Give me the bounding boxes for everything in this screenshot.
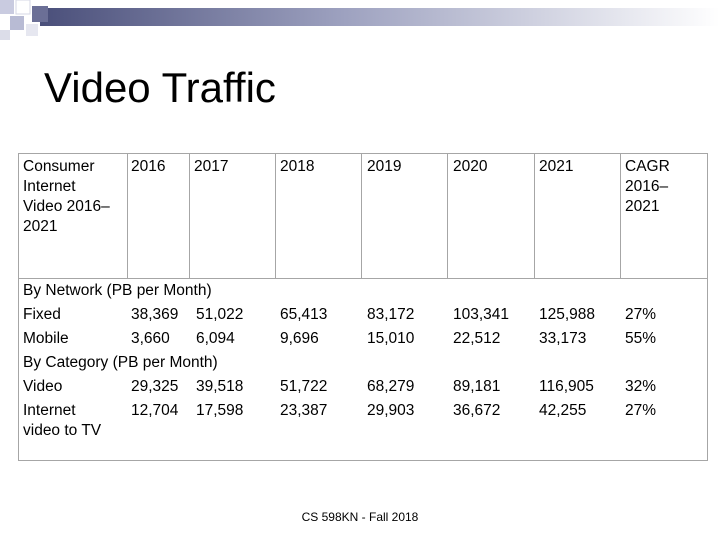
table-cell: 103,341 xyxy=(453,306,510,323)
section-heading-network: By Network (PB per Month) xyxy=(23,282,212,299)
header-cell-2020: 2020 xyxy=(453,158,488,175)
header-cell-2021: 2021 xyxy=(539,158,574,175)
table-cell: 39,518 xyxy=(196,378,244,395)
header-cell-2019: 2019 xyxy=(367,158,402,175)
table-cell: 27% xyxy=(625,402,657,419)
header-cell-cagr: CAGR 2016– 2021 xyxy=(625,158,670,215)
row-label-fixed: Fixed xyxy=(23,306,61,323)
column-divider xyxy=(361,154,362,278)
table-cell: 65,413 xyxy=(280,306,328,323)
table-cell: 6,094 xyxy=(196,330,235,347)
header-decoration xyxy=(0,0,720,40)
table-cell: 51,722 xyxy=(280,378,328,395)
column-divider xyxy=(447,154,448,278)
table-cell: 38,369 xyxy=(131,306,179,323)
video-traffic-table: Consumer Internet Video 2016– 2021 2016 … xyxy=(18,153,708,461)
row-label-mobile: Mobile xyxy=(23,330,69,347)
table-cell: 51,022 xyxy=(196,306,244,323)
table-cell: 42,255 xyxy=(539,402,587,419)
table-cell: 9,696 xyxy=(280,330,319,347)
table-cell: 22,512 xyxy=(453,330,501,347)
table-cell: 36,672 xyxy=(453,402,501,419)
column-divider xyxy=(534,154,535,278)
table-cell: 68,279 xyxy=(367,378,415,395)
header-cell-2016: 2016 xyxy=(131,158,166,175)
section-heading-category: By Category (PB per Month) xyxy=(23,354,218,371)
column-divider xyxy=(189,154,190,278)
table-cell: 17,598 xyxy=(196,402,244,419)
slide-footer: CS 598KN - Fall 2018 xyxy=(301,510,419,524)
column-divider xyxy=(275,154,276,278)
table-cell: 55% xyxy=(625,330,657,347)
header-cell-2018: 2018 xyxy=(280,158,315,175)
column-divider xyxy=(127,154,128,278)
table-cell: 32% xyxy=(625,378,657,395)
table-cell: 27% xyxy=(625,306,657,323)
table-cell: 89,181 xyxy=(453,378,501,395)
header-cell-2017: 2017 xyxy=(194,158,229,175)
table-cell: 33,173 xyxy=(539,330,587,347)
header-divider xyxy=(19,278,707,279)
table-cell: 29,903 xyxy=(367,402,415,419)
table-cell: 3,660 xyxy=(131,330,170,347)
table-cell: 125,988 xyxy=(539,306,596,323)
table-cell: 15,010 xyxy=(367,330,415,347)
header-cell-label: Consumer Internet Video 2016– 2021 xyxy=(23,158,110,235)
slide-title: Video Traffic xyxy=(44,64,276,111)
row-label-internet-video-to-tv: Internet video to TV xyxy=(23,402,102,439)
table-cell: 116,905 xyxy=(539,378,594,395)
row-label-video: Video xyxy=(23,378,63,395)
table-cell: 23,387 xyxy=(280,402,328,419)
table-cell: 29,325 xyxy=(131,378,179,395)
table-cell: 83,172 xyxy=(367,306,415,323)
table-cell: 12,704 xyxy=(131,402,179,419)
column-divider xyxy=(620,154,621,278)
